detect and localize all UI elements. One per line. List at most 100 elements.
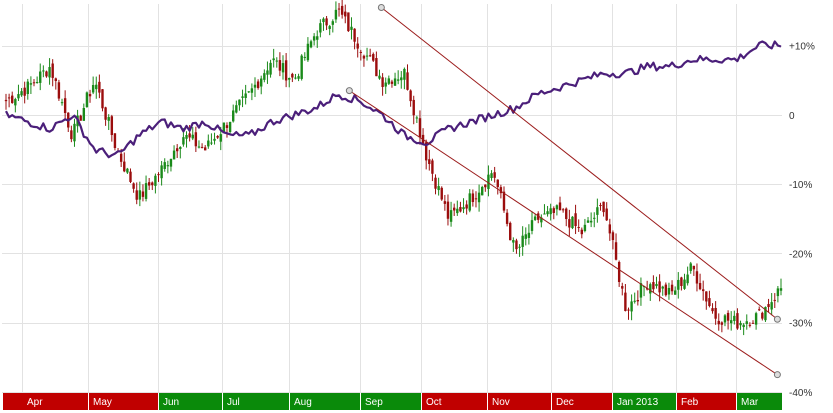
candle-body [175, 148, 179, 152]
candle-body [169, 158, 173, 167]
month-band [736, 393, 782, 410]
candle-body [437, 186, 440, 191]
candle-body [73, 123, 76, 142]
candle-body [565, 208, 568, 220]
candle-body [680, 277, 683, 286]
y-tick-label: 0 [789, 111, 795, 122]
benchmark-line [5, 40, 782, 159]
month-band [222, 393, 289, 410]
candle-body [518, 246, 521, 248]
candle-body [185, 134, 188, 139]
candle-body [63, 98, 67, 114]
candle-body [266, 70, 269, 75]
candle-body [593, 217, 596, 219]
candle-body [344, 11, 347, 17]
candle-body [502, 191, 506, 211]
candle-body [664, 284, 668, 296]
candle-body [325, 18, 328, 26]
month-label: Jun [163, 397, 179, 408]
candle-body [390, 81, 394, 84]
candle-body [297, 76, 300, 79]
candle-body [670, 284, 674, 292]
candle-body [300, 55, 303, 79]
month-label: Aug [294, 397, 312, 408]
candle-body [151, 182, 154, 186]
candle-body [88, 94, 92, 97]
candle-body [552, 208, 555, 213]
candle-body [527, 232, 531, 238]
candle-body [129, 171, 132, 182]
month-label: Jan 2013 [617, 397, 659, 408]
candle-body [384, 82, 387, 87]
month-label: Feb [681, 397, 699, 408]
candle-body [546, 211, 549, 215]
candle-body [758, 309, 761, 311]
candle-body [611, 232, 615, 241]
candle-body [260, 78, 263, 87]
candle-body [558, 202, 562, 211]
candle-body [219, 134, 222, 142]
month-band [551, 393, 612, 410]
candle-body [48, 67, 51, 78]
candle-body [589, 220, 593, 223]
candle-body [649, 284, 652, 294]
candle-body [424, 142, 428, 161]
candle-body [107, 117, 110, 121]
candle-body [434, 177, 437, 189]
candle-body [624, 292, 627, 311]
candle-body [705, 291, 708, 302]
candle-body [577, 227, 580, 229]
candle-body [235, 105, 238, 113]
candle-body [263, 73, 266, 80]
candle-body [51, 63, 54, 78]
candle-body [533, 216, 537, 220]
candle-body [350, 26, 353, 30]
candle-body [45, 71, 48, 77]
candle-body [60, 102, 64, 104]
candle-body [281, 63, 285, 73]
candle-body [17, 94, 20, 99]
month-band [676, 393, 736, 410]
candle-body [39, 71, 42, 83]
candle-body [322, 18, 325, 23]
candle-body [692, 265, 696, 270]
candle-body [82, 107, 86, 121]
trendline-lower [349, 90, 778, 376]
candle-body [98, 81, 101, 93]
candle-body [748, 324, 752, 326]
candle-body [599, 204, 602, 206]
candle-body [633, 300, 636, 302]
candle-body [29, 83, 33, 85]
candle-body [54, 78, 57, 81]
candle-body [617, 262, 621, 282]
candle-body [711, 308, 714, 312]
candle-body [537, 213, 540, 220]
candle-body [85, 92, 89, 108]
candle-body [496, 179, 499, 188]
candle-body [720, 322, 724, 325]
month-label: Apr [27, 397, 43, 408]
candle-body [91, 85, 95, 93]
month-band [487, 393, 551, 410]
candle-body [714, 307, 717, 319]
y-tick-label: +10% [789, 42, 815, 53]
candle-body [561, 209, 565, 211]
candle-body [7, 97, 11, 99]
candle-body [197, 146, 201, 148]
candle-body [512, 240, 515, 243]
candle-body [381, 77, 384, 87]
candle-body [574, 213, 577, 227]
candle-body [172, 150, 176, 160]
month-label: Nov [492, 397, 510, 408]
candle-body [726, 312, 730, 321]
candle-body [568, 219, 571, 228]
candle-body [428, 159, 431, 165]
candle-body [396, 79, 400, 81]
candle-body [213, 138, 216, 141]
candle-body [238, 99, 241, 106]
candle-body [328, 26, 331, 29]
candle-body [412, 99, 415, 116]
candle-body [549, 208, 552, 215]
candle-body [216, 136, 219, 138]
